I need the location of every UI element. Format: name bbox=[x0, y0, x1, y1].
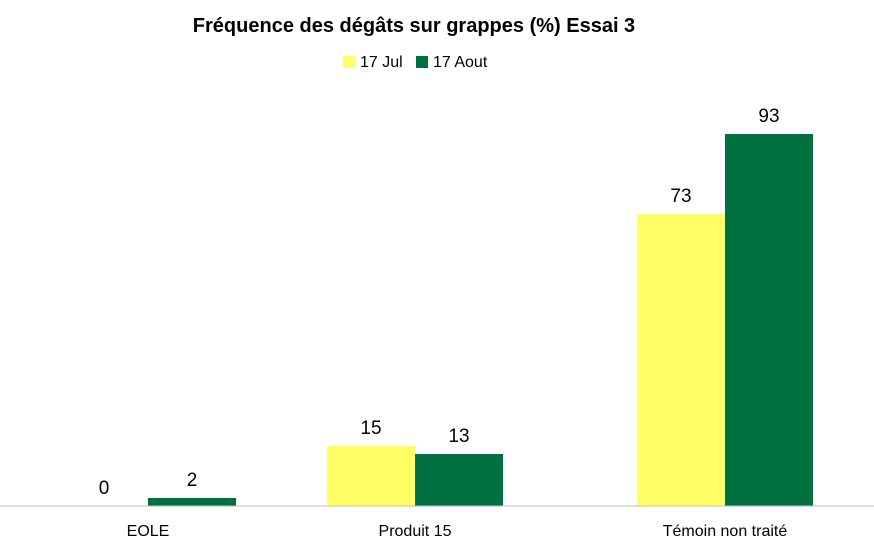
bar-produit-15-17-aout bbox=[415, 454, 503, 506]
bar-eole-17-aout bbox=[148, 498, 236, 506]
data-label-produit-15-17-aout: 13 bbox=[448, 426, 469, 447]
data-labels-group: 0 2 15 13 73 93 bbox=[99, 106, 780, 499]
data-label-produit-15-17-jul: 15 bbox=[360, 418, 381, 439]
data-label-temoin-non-traite-17-jul: 73 bbox=[670, 186, 691, 207]
x-axis-tick-labels: EOLE Produit 15 Témoin non traité bbox=[127, 523, 788, 540]
legend-label-17-jul: 17 Jul bbox=[360, 54, 403, 71]
legend-swatch-17-aout bbox=[416, 56, 428, 68]
bar-produit-15-17-jul bbox=[327, 446, 415, 506]
x-tick-label-produit-15: Produit 15 bbox=[379, 523, 452, 540]
data-label-eole-17-jul: 0 bbox=[99, 478, 110, 499]
legend-label-17-aout: 17 Aout bbox=[433, 54, 488, 71]
x-tick-label-eole: EOLE bbox=[127, 523, 170, 540]
legend-swatch-17-jul bbox=[343, 56, 355, 68]
x-tick-label-temoin-non-traite: Témoin non traité bbox=[663, 523, 788, 540]
data-label-temoin-non-traite-17-aout: 93 bbox=[758, 106, 779, 127]
data-label-eole-17-aout: 2 bbox=[187, 470, 198, 491]
bars-group bbox=[148, 134, 813, 506]
chart-title: Fréquence des dégâts sur grappes (%) Ess… bbox=[193, 15, 635, 37]
bar-temoin-non-traite-17-jul bbox=[637, 214, 725, 506]
bar-temoin-non-traite-17-aout bbox=[725, 134, 813, 506]
legend: 17 Jul 17 Aout bbox=[343, 54, 488, 71]
